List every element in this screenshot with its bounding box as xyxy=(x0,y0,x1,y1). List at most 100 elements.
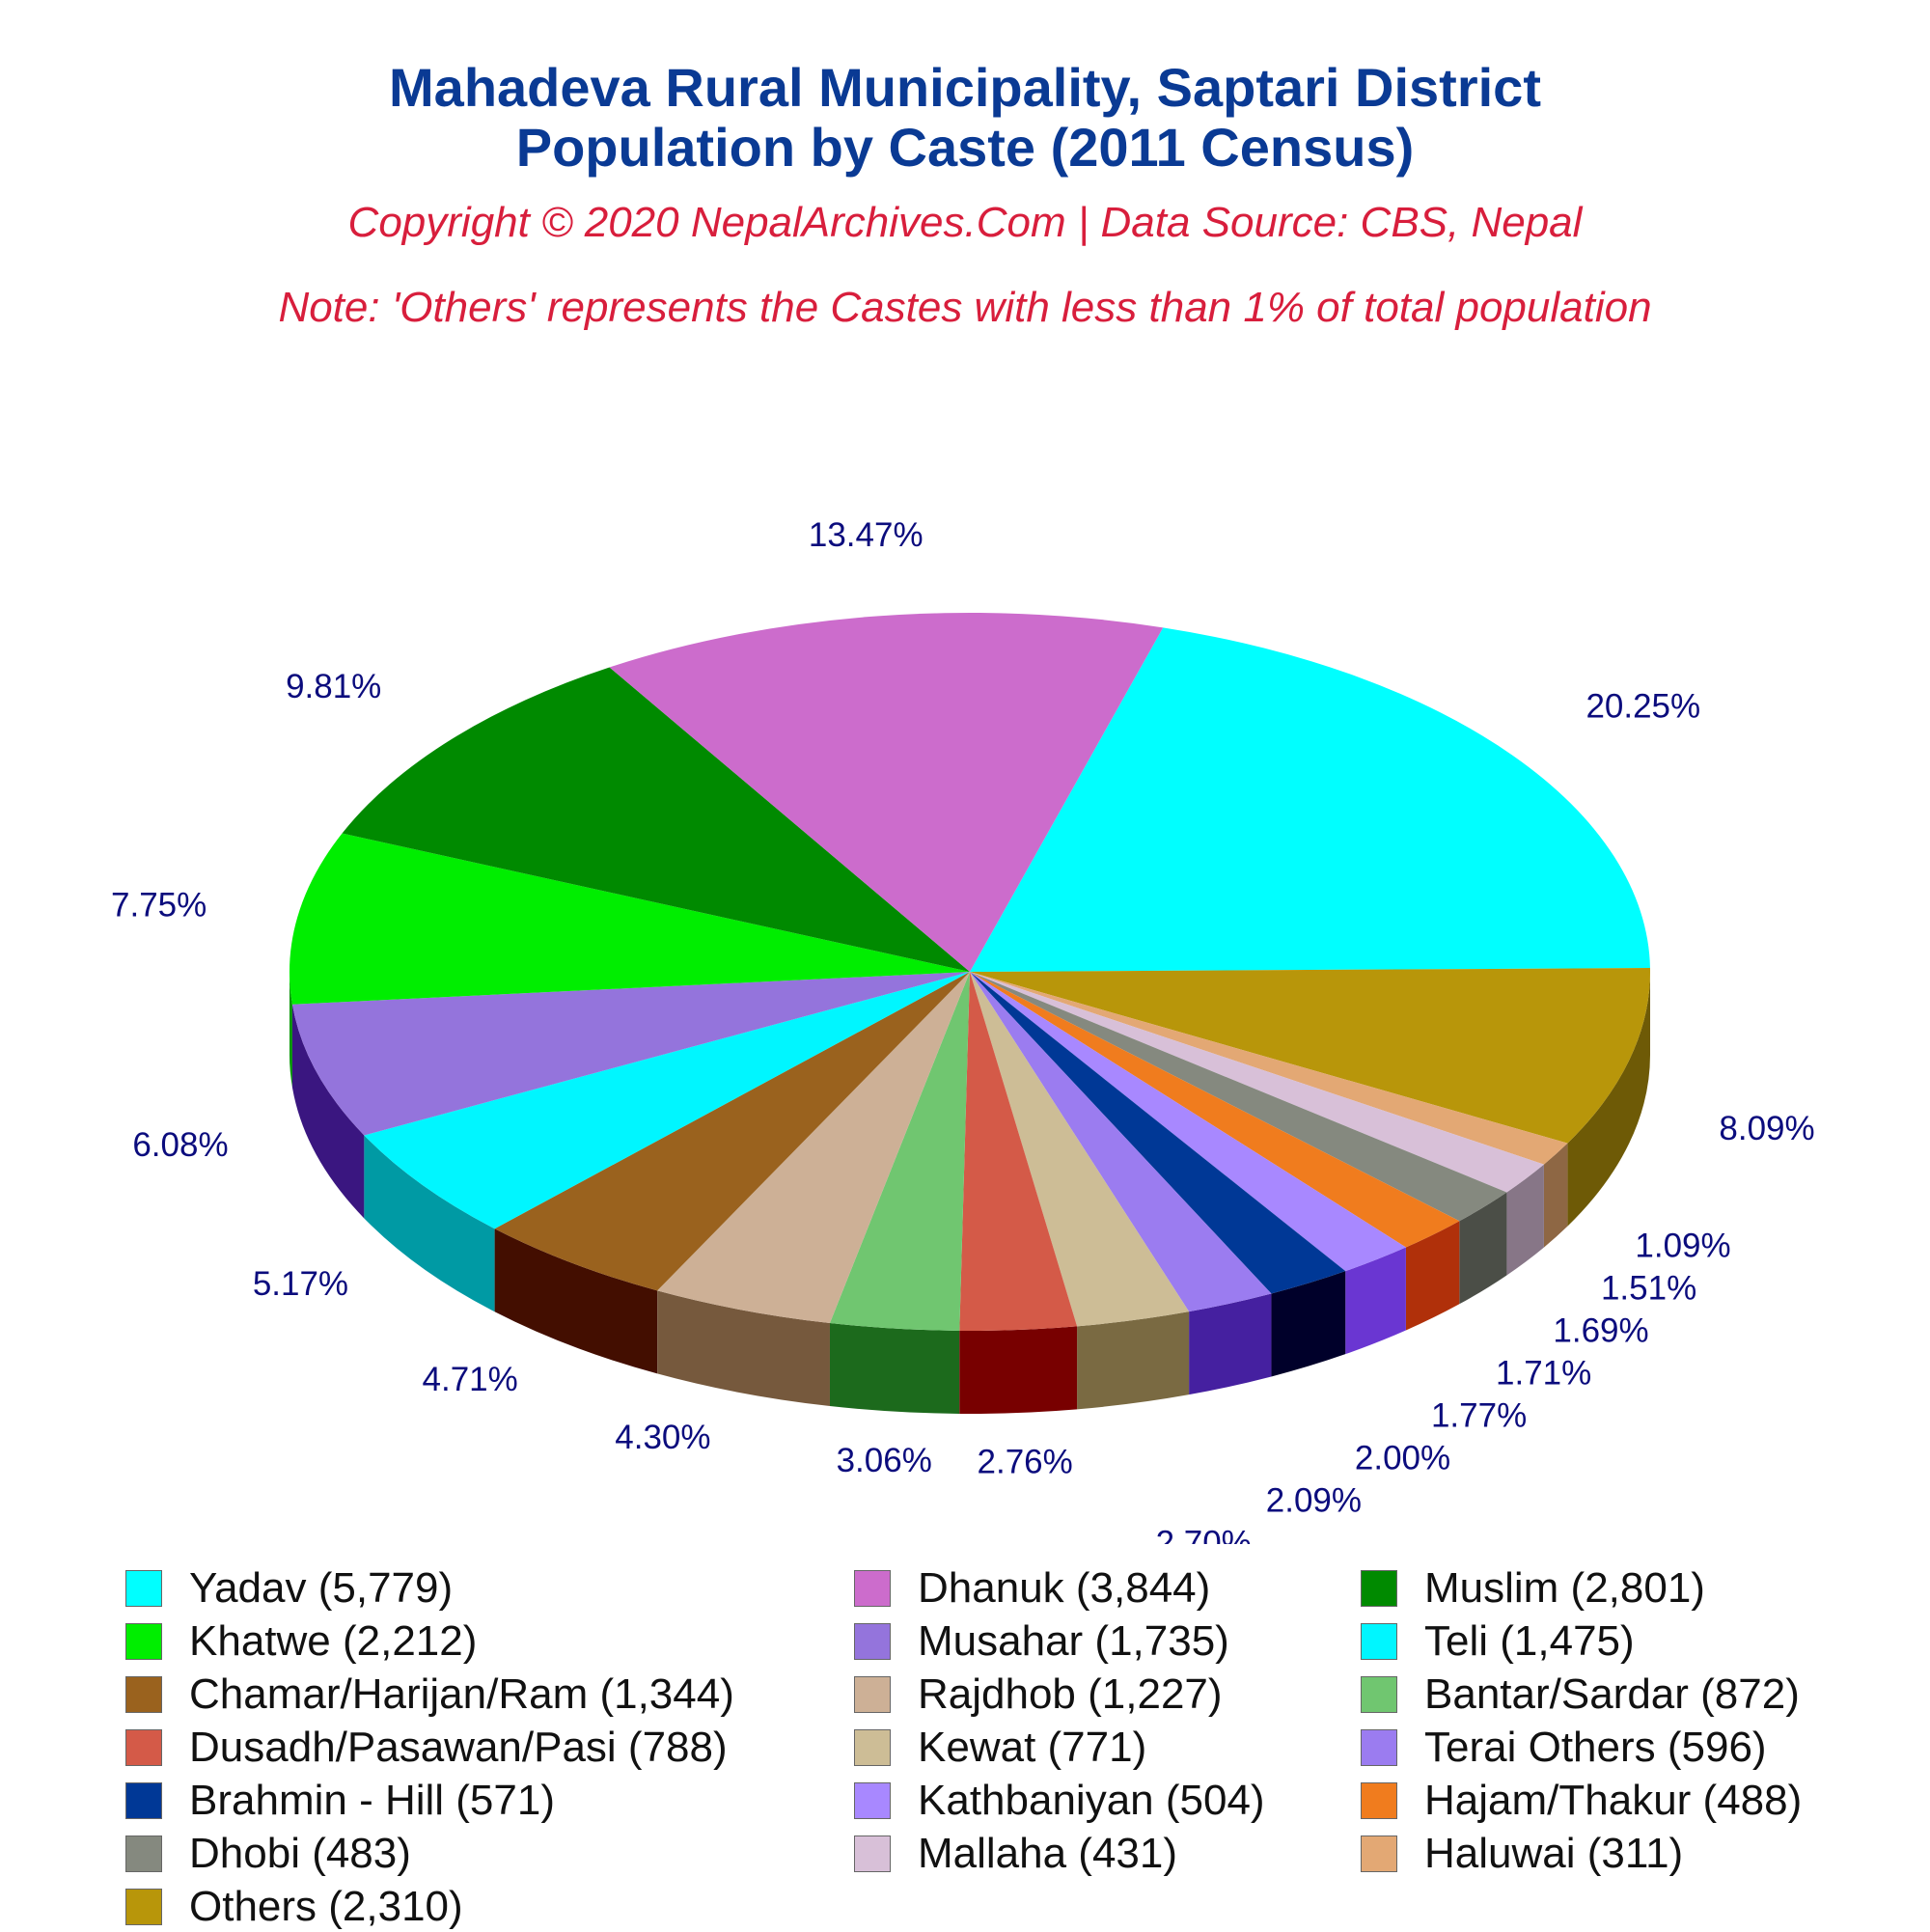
legend-item-hajam-thakur: Hajam/Thakur (488) xyxy=(1361,1776,1802,1826)
legend-label: Dhobi (483) xyxy=(189,1830,411,1877)
pie-side-kewat xyxy=(1077,1311,1190,1410)
legend-label: Rajdhob (1,227) xyxy=(918,1670,1223,1718)
percent-label-dhobi: 1.69% xyxy=(1553,1311,1648,1349)
percent-label-musahar: 6.08% xyxy=(132,1126,228,1164)
legend-swatch xyxy=(125,1889,162,1925)
pie-side-rajdhob xyxy=(657,1290,830,1407)
chart-title-line1: Mahadeva Rural Municipality, Saptari Dis… xyxy=(389,57,1541,118)
legend-label: Musahar (1,735) xyxy=(918,1617,1229,1665)
pie-slice-terai-others xyxy=(970,972,1272,1312)
pie-slice-yadav xyxy=(970,627,1650,972)
legend-swatch xyxy=(854,1676,891,1713)
pie-slice-brahmin-hill xyxy=(970,972,1346,1294)
pie-side-khatwe xyxy=(290,972,292,1088)
pie-slice-khatwe xyxy=(289,833,970,1005)
pie-slice-muslim xyxy=(342,667,971,972)
pie-slice-dhobi xyxy=(970,972,1507,1222)
percent-label-khatwe: 7.75% xyxy=(111,887,207,925)
legend-label: Muslim (2,801) xyxy=(1424,1564,1705,1612)
legend-swatch xyxy=(125,1729,162,1766)
legend-item-muslim: Muslim (2,801) xyxy=(1361,1563,1705,1614)
pie-chart: 20.25% 8.09% 1.09% 1.51% 1.69% 1.71% 1.77% 2.00… xyxy=(111,516,1815,1544)
legend-label: Terai Others (596) xyxy=(1424,1724,1767,1771)
legend-item-kathbaniyan: Kathbaniyan (504) xyxy=(854,1776,1265,1826)
chart-header: Mahadeva Rural Municipality, Saptari Dis… xyxy=(0,58,1930,332)
pie-slice-hajam-thakur xyxy=(970,972,1460,1248)
legend-swatch xyxy=(854,1729,891,1766)
legend-swatch xyxy=(1361,1782,1397,1819)
legend-swatch xyxy=(1361,1676,1397,1713)
legend-item-mallaha: Mallaha (431) xyxy=(854,1829,1177,1879)
percent-label-dusadh-pasawan-pasi: 2.76% xyxy=(978,1443,1073,1480)
legend-swatch xyxy=(1361,1729,1397,1766)
percent-label-terai-others: 2.09% xyxy=(1266,1481,1362,1519)
legend-swatch xyxy=(125,1835,162,1872)
legend-swatch xyxy=(854,1782,891,1819)
percent-label-dhanuk: 13.47% xyxy=(809,516,924,554)
percent-label-brahmin-hill: 2.00% xyxy=(1355,1439,1450,1477)
pie-slice-rajdhob xyxy=(657,972,970,1324)
percent-label-yadav: 20.25% xyxy=(1585,688,1700,726)
legend-item-haluwai: Haluwai (311) xyxy=(1361,1829,1683,1879)
percent-label-teli: 5.17% xyxy=(253,1265,348,1303)
legend-swatch xyxy=(1361,1835,1397,1872)
legend-label: Others (2,310) xyxy=(189,1883,463,1930)
percent-label-muslim: 9.81% xyxy=(286,668,381,705)
pie-side-walls xyxy=(290,972,1650,1414)
pie-slice-kathbaniyan xyxy=(970,972,1406,1272)
pie-side-mallaha xyxy=(1506,1164,1544,1276)
legend-item-others: Others (2,310) xyxy=(125,1882,463,1932)
percent-label-others: 8.09% xyxy=(1719,1110,1814,1147)
pie-side-haluwai xyxy=(1543,1143,1568,1248)
legend-label: Yadav (5,779) xyxy=(189,1564,454,1612)
legend-swatch xyxy=(125,1676,162,1713)
legend-label: Teli (1,475) xyxy=(1424,1617,1635,1665)
legend-item-dhobi: Dhobi (483) xyxy=(125,1829,411,1879)
percent-label-kathbaniyan: 1.77% xyxy=(1431,1396,1527,1434)
percent-label-kewat: 2.70% xyxy=(1156,1524,1252,1544)
pie-slice-dusadh-pasawan-pasi xyxy=(959,972,1078,1331)
pie-slice-teli xyxy=(364,972,970,1229)
legend-label: Brahmin - Hill (571) xyxy=(189,1777,555,1824)
pie-side-brahmin-hill xyxy=(1271,1271,1346,1377)
pie-side-kathbaniyan xyxy=(1345,1247,1406,1355)
legend-swatch xyxy=(125,1570,162,1607)
legend-item-teli: Teli (1,475) xyxy=(1361,1616,1635,1667)
percent-label-bantar-sardar: 3.06% xyxy=(837,1442,932,1479)
pie-side-bantar-sardar xyxy=(829,1323,960,1414)
chart-note: Note: 'Others' represents the Castes wit… xyxy=(278,284,1652,331)
legend-label: Mallaha (431) xyxy=(918,1830,1178,1877)
pie-side-hajam-thakur xyxy=(1405,1221,1460,1331)
percent-label-chamar-harijan-ram: 4.71% xyxy=(423,1361,518,1398)
legend-swatch xyxy=(854,1570,891,1607)
pie-top-faces xyxy=(289,612,1651,1331)
legend-label: Khatwe (2,212) xyxy=(189,1617,478,1665)
legend-swatch xyxy=(125,1623,162,1660)
legend-item-dusadh-pasawan-pasi: Dusadh/Pasawan/Pasi (788) xyxy=(125,1723,728,1773)
legend-swatch xyxy=(125,1782,162,1819)
pie-side-dhobi xyxy=(1459,1192,1507,1305)
pie-slice-mallaha xyxy=(970,972,1544,1193)
pie-side-chamar-harijan-ram xyxy=(494,1228,658,1374)
pie-slice-others xyxy=(970,968,1651,1144)
legend-label: Kewat (771) xyxy=(918,1724,1147,1771)
legend-swatch xyxy=(854,1623,891,1660)
legend-label: Haluwai (311) xyxy=(1424,1830,1684,1877)
copyright-subtitle: Copyright © 2020 NepalArchives.Com | Dat… xyxy=(347,199,1583,246)
legend-item-rajdhob: Rajdhob (1,227) xyxy=(854,1670,1223,1720)
legend-item-musahar: Musahar (1,735) xyxy=(854,1616,1229,1667)
legend-item-terai-others: Terai Others (596) xyxy=(1361,1723,1767,1773)
legend-swatch xyxy=(854,1835,891,1872)
legend-swatch xyxy=(1361,1570,1397,1607)
pie-slice-bantar-sardar xyxy=(829,972,970,1331)
pie-slice-musahar xyxy=(291,972,970,1136)
legend-item-brahmin-hill: Brahmin - Hill (571) xyxy=(125,1776,555,1826)
chart-title-line2: Population by Caste (2011 Census) xyxy=(515,117,1415,178)
pie-side-terai-others xyxy=(1189,1293,1272,1395)
pie-side-dusadh-pasawan-pasi xyxy=(959,1326,1078,1414)
legend-label: Kathbaniyan (504) xyxy=(918,1777,1265,1824)
pie-side-musahar xyxy=(291,1004,365,1219)
pie-side-others xyxy=(1567,972,1650,1227)
legend-item-dhanuk: Dhanuk (3,844) xyxy=(854,1563,1210,1614)
legend-label: Bantar/Sardar (872) xyxy=(1424,1670,1800,1718)
